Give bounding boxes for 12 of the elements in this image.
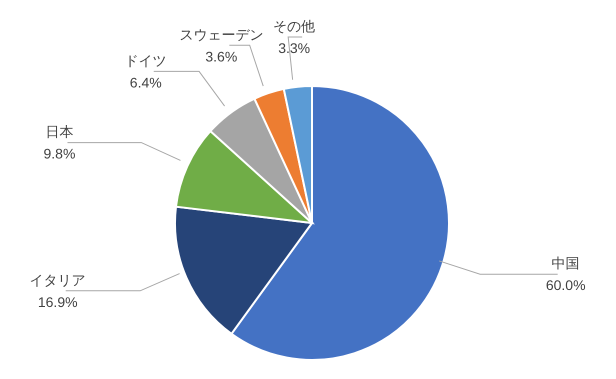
data-label: 6.4% bbox=[130, 74, 162, 90]
slice-label: 日本 bbox=[45, 124, 74, 141]
slice-label: その他 bbox=[273, 18, 316, 35]
data-label: 3.6% bbox=[205, 48, 238, 64]
slice-label: イタリア bbox=[30, 272, 86, 289]
data-label: 9.8% bbox=[43, 146, 76, 162]
slice-label: ドイツ bbox=[124, 53, 167, 70]
data-label: 60.0% bbox=[546, 277, 586, 294]
data-label: 16.9% bbox=[38, 294, 78, 310]
slice-label: 中国 bbox=[552, 256, 580, 272]
slice-label: スウェーデン bbox=[179, 27, 264, 44]
data-label: 3.3% bbox=[278, 40, 310, 56]
